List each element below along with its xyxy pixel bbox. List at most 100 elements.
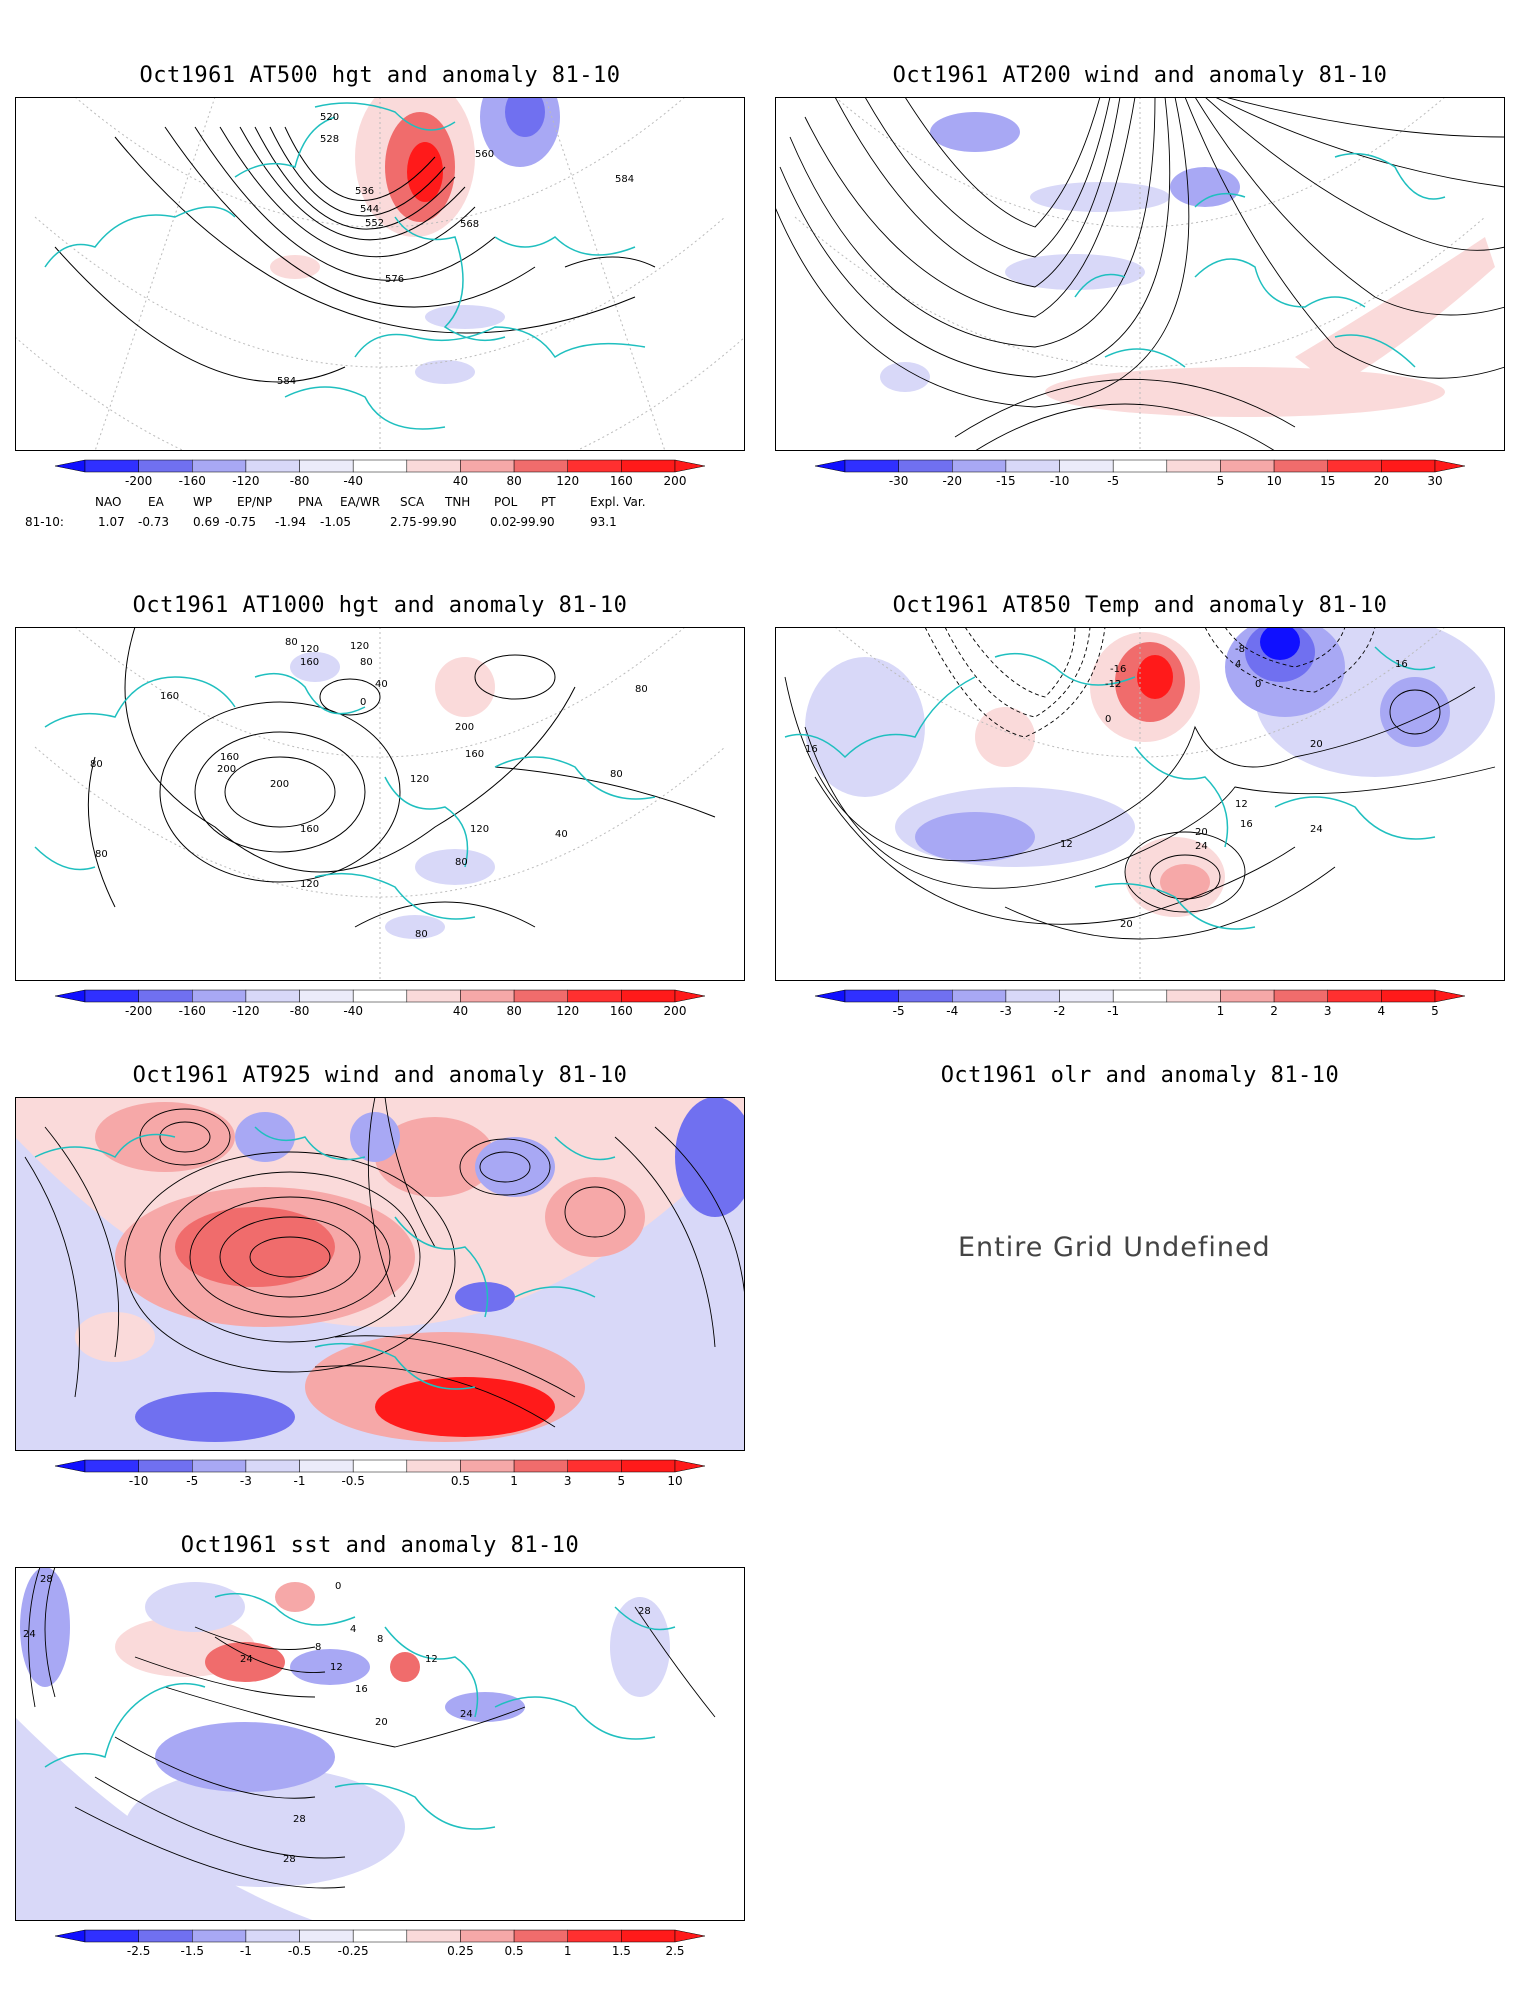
colorbar-segment <box>1381 989 1436 1003</box>
colorbar-tick-label: 10 <box>1266 474 1281 486</box>
colorbar-tick-label: 160 <box>610 474 633 486</box>
anomaly-negative <box>805 657 925 797</box>
colorbar-tick-label: -160 <box>179 1004 206 1016</box>
contour-label: 16 <box>1240 819 1253 830</box>
colorbar-segment <box>513 1459 568 1473</box>
index-header: EP/NP <box>237 495 273 509</box>
colorbar-segment <box>1112 989 1168 1003</box>
colorbar-tick-label: -1.5 <box>181 1944 204 1956</box>
contour-label: 576 <box>385 274 404 285</box>
colorbar-tick-label: 20 <box>1374 474 1389 486</box>
anomaly-negative <box>125 1767 405 1887</box>
colorbar-segment <box>192 1929 247 1943</box>
anomaly-positive <box>975 707 1035 767</box>
index-header: Expl. Var. <box>590 495 646 509</box>
anomaly-negative <box>1170 167 1240 207</box>
anomaly-negative <box>475 1137 555 1197</box>
contour-label: 536 <box>355 186 374 197</box>
colorbar-tick-label: 10 <box>667 1474 682 1486</box>
contour-label: 24 <box>460 1709 473 1720</box>
anomaly-negative <box>145 1582 245 1632</box>
index-header: EA <box>148 495 164 509</box>
colorbar-tick-label: -5 <box>186 1474 198 1486</box>
index-value: -1.94 <box>275 515 307 529</box>
contour-label: 12 <box>425 1654 438 1665</box>
colorbar-tick-label: 80 <box>506 1004 521 1016</box>
contour-label: 20 <box>1120 919 1133 930</box>
colorbar-tick-label: -160 <box>179 474 206 486</box>
anomaly-negative <box>1030 182 1170 212</box>
colorbar-tick-label: -2 <box>1054 1004 1066 1016</box>
colorbar-segment <box>138 1929 193 1943</box>
colorbar-segment <box>621 1459 676 1473</box>
anomaly-positive <box>75 1312 155 1362</box>
map-frame <box>775 97 1505 451</box>
colorbar-1000hgt: -200 -160 -120 -80 -40 40 80 120 160 200 <box>54 988 706 1020</box>
map-925wind <box>15 1097 745 1451</box>
contour-label: 80 <box>635 684 648 695</box>
colorbar-segment <box>406 459 461 473</box>
colorbar-segment <box>844 459 899 473</box>
colorbar-segment <box>1005 989 1060 1003</box>
colorbar-arrow-high <box>674 1929 706 1943</box>
contour-label: 20 <box>1310 739 1323 750</box>
contour-label: 160 <box>300 824 319 835</box>
colorbar-segment <box>138 989 193 1003</box>
colorbar-tick-label: 0.5 <box>505 1944 524 1956</box>
colorbar-tick-label: -5 <box>1107 474 1119 486</box>
index-header: WP <box>193 495 213 509</box>
coastline <box>34 1126 616 1390</box>
contour-label: 552 <box>365 218 384 229</box>
index-header: SCA <box>400 495 425 509</box>
colorbar-tick-label: -200 <box>125 1004 152 1016</box>
colorbar-segment <box>245 1929 300 1943</box>
contour-label: 28 <box>40 1574 53 1585</box>
contour-label: 160 <box>160 691 179 702</box>
anomaly-positive <box>1160 864 1210 900</box>
colorbar-tick-label: 4 <box>1378 1004 1386 1016</box>
anomaly-negative <box>1260 628 1300 660</box>
contour-label: 12 <box>330 1662 343 1673</box>
anomaly-negative <box>880 362 930 392</box>
anomaly-positive <box>375 1377 555 1437</box>
contour-label: 24 <box>240 1654 253 1665</box>
contour-label: 0 <box>335 1581 341 1592</box>
colorbar-segment <box>245 989 300 1003</box>
colorbar-arrow-low <box>814 989 846 1003</box>
anomaly-negative <box>290 652 340 682</box>
colorbar-segment <box>898 989 953 1003</box>
panel-title-200wind: Oct1961 AT200 wind and anomaly 81-10 <box>892 63 1388 88</box>
colorbar-tick-label: 3 <box>564 1474 572 1486</box>
colorbar-tick-label: -20 <box>942 474 962 486</box>
coastline <box>44 1592 676 1830</box>
colorbar-segment <box>1059 989 1114 1003</box>
contour-label: 12 <box>1235 799 1248 810</box>
colorbar-200wind: -30 -20 -15 -10 -5 5 10 15 20 30 <box>814 458 1466 490</box>
colorbar-925wind: -10 -5 -3 -1 -0.5 0.5 1 3 5 10 <box>54 1458 706 1490</box>
anomaly-negative <box>155 1722 335 1792</box>
contour-label: 200 <box>455 722 474 733</box>
contour-label: 200 <box>270 779 289 790</box>
contour-label: 80 <box>360 657 373 668</box>
colorbar-tick-label: 0.25 <box>447 1944 474 1956</box>
anomaly-negative <box>350 1112 400 1162</box>
colorbar-segment <box>513 1929 568 1943</box>
colorbar-segment <box>1005 459 1060 473</box>
index-value: 1.07 <box>98 515 125 529</box>
anomaly-negative <box>1380 677 1450 747</box>
panel-title-500hgt: Oct1961 AT500 hgt and anomaly 81-10 <box>139 63 621 88</box>
anomaly-positive <box>205 1642 285 1682</box>
colorbar-tick-label: 40 <box>453 474 468 486</box>
colorbar-tick-label: -0.5 <box>288 1944 311 1956</box>
anomaly-positive <box>435 657 495 717</box>
index-header: POL <box>494 495 518 509</box>
colorbar-arrow-low <box>54 989 86 1003</box>
colorbar-segment <box>299 459 354 473</box>
colorbar-sst: -2.5 -1.5 -1 -0.5 -0.25 0.25 0.5 1 1.5 2.5 <box>54 1928 706 1960</box>
anomaly-positive <box>1295 237 1495 387</box>
anomaly-negative <box>675 1098 744 1217</box>
contour-label: 40 <box>375 679 388 690</box>
contour-label: 24 <box>1195 841 1208 852</box>
colorbar-segment <box>952 459 1007 473</box>
contour-label: 568 <box>460 219 479 230</box>
